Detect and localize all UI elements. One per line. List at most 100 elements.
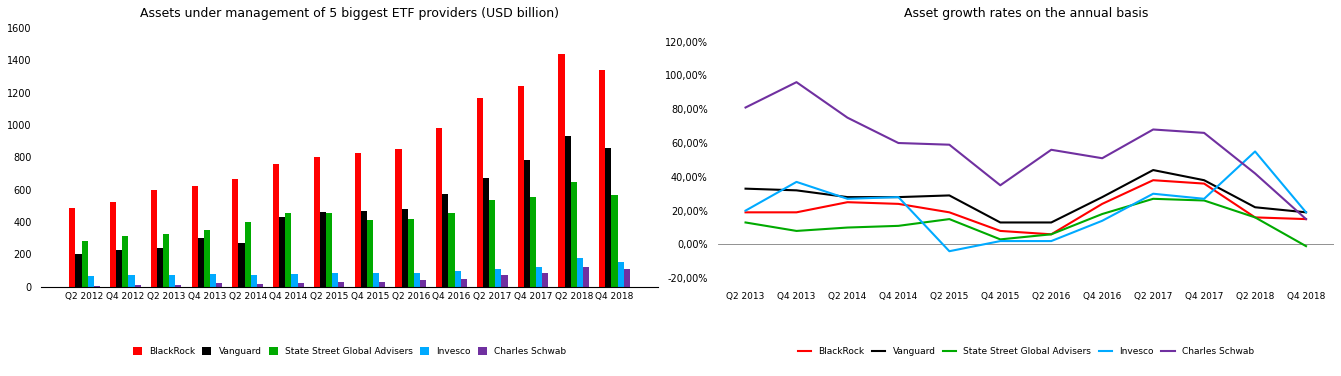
Bar (216, 283, 223, 287)
Bar (244, 222, 251, 287)
Bar (87, 276, 94, 287)
Bar (565, 136, 571, 287)
Invesco (941, 249, 957, 253)
Bar (502, 275, 507, 287)
Invesco (1145, 191, 1161, 196)
State Street Global Advisers (1145, 197, 1161, 201)
Bar (489, 200, 495, 287)
Charles Schwab (839, 115, 856, 120)
Bar (483, 178, 489, 287)
State Street Global Advisers (738, 220, 754, 225)
BlackRock (1298, 217, 1314, 221)
Bar (624, 269, 630, 287)
Bar (338, 282, 345, 287)
Bar (320, 212, 326, 287)
BlackRock (890, 202, 907, 206)
Legend: BlackRock, Vanguard, State Street Global Advisers, Invesco, Charles Schwab: BlackRock, Vanguard, State Street Global… (794, 344, 1258, 360)
Bar (361, 211, 367, 287)
Invesco (890, 195, 907, 199)
BlackRock (1094, 202, 1110, 206)
Bar (314, 158, 320, 287)
Bar (326, 214, 333, 287)
BlackRock (738, 210, 754, 215)
Invesco (992, 239, 1008, 243)
Charles Schwab (738, 105, 754, 110)
Vanguard (992, 220, 1008, 225)
Bar (436, 128, 443, 287)
Bar (157, 248, 164, 287)
Bar (204, 230, 211, 287)
Invesco (839, 197, 856, 201)
Line: Invesco: Invesco (746, 152, 1306, 251)
Bar (558, 54, 565, 287)
Bar (536, 267, 542, 287)
Bar (448, 213, 455, 287)
Bar (70, 208, 75, 287)
Bar (495, 269, 502, 287)
Invesco (1094, 218, 1110, 223)
Bar (232, 179, 239, 287)
Bar (530, 197, 536, 287)
Bar (583, 267, 589, 287)
BlackRock (1247, 215, 1263, 220)
Bar (286, 214, 291, 287)
Bar (82, 241, 87, 287)
State Street Global Advisers (1247, 215, 1263, 220)
Vanguard (839, 195, 856, 199)
BlackRock (992, 229, 1008, 233)
Bar (414, 273, 420, 287)
Bar (571, 182, 577, 287)
Vanguard (890, 195, 907, 199)
Vanguard (1298, 210, 1314, 215)
Bar (197, 238, 204, 287)
Charles Schwab (941, 143, 957, 147)
Invesco (789, 180, 805, 184)
Title: Assets under management of 5 biggest ETF providers (USD billion): Assets under management of 5 biggest ETF… (139, 7, 559, 20)
Bar (239, 243, 244, 287)
State Street Global Advisers (992, 237, 1008, 242)
State Street Global Advisers (941, 217, 957, 221)
Bar (333, 273, 338, 287)
Bar (110, 202, 117, 287)
State Street Global Advisers (1298, 244, 1314, 249)
Charles Schwab (1094, 156, 1110, 161)
State Street Global Advisers (1094, 212, 1110, 216)
Charles Schwab (1043, 147, 1059, 152)
Bar (396, 149, 401, 287)
State Street Global Advisers (1196, 198, 1212, 203)
Invesco (738, 208, 754, 213)
BlackRock (1145, 178, 1161, 182)
Invesco (1247, 149, 1263, 154)
Line: State Street Global Advisers: State Street Global Advisers (746, 199, 1306, 246)
Invesco (1298, 210, 1314, 215)
State Street Global Advisers (839, 225, 856, 230)
State Street Global Advisers (890, 224, 907, 228)
Bar (408, 219, 414, 287)
Vanguard (941, 193, 957, 198)
BlackRock (1196, 181, 1212, 186)
Bar (192, 186, 197, 287)
Vanguard (1145, 168, 1161, 172)
BlackRock (1043, 232, 1059, 237)
Legend: BlackRock, Vanguard, State Street Global Advisers, Invesco, Charles Schwab: BlackRock, Vanguard, State Street Global… (129, 344, 570, 360)
BlackRock (941, 210, 957, 215)
Bar (401, 209, 408, 287)
Bar (367, 220, 373, 287)
Bar (251, 274, 257, 287)
Bar (257, 284, 263, 287)
Bar (354, 153, 361, 287)
Bar (94, 286, 99, 287)
Bar (542, 273, 548, 287)
Bar (279, 217, 286, 287)
Bar (75, 253, 82, 287)
Vanguard (1043, 220, 1059, 225)
Bar (477, 99, 483, 287)
Bar (122, 236, 129, 287)
Bar (420, 280, 426, 287)
Bar (129, 275, 134, 287)
Bar (176, 285, 181, 287)
Bar (117, 250, 122, 287)
Vanguard (1247, 205, 1263, 209)
Vanguard (738, 186, 754, 191)
Bar (211, 274, 216, 287)
